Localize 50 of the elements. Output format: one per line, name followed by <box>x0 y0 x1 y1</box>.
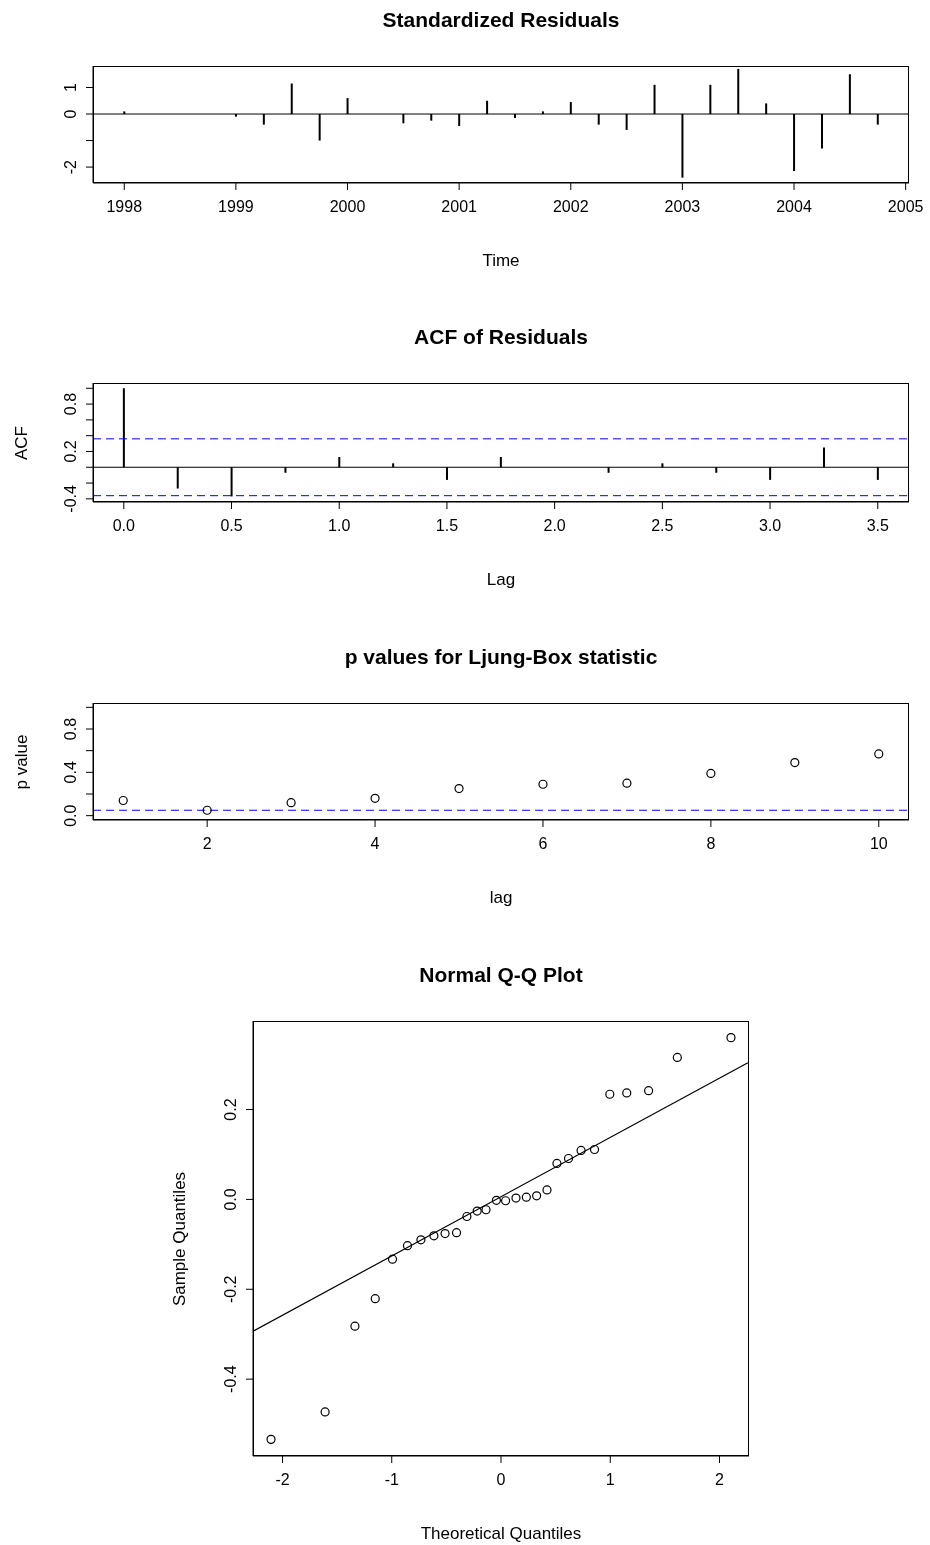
x-tick-label: 1.5 <box>435 517 459 534</box>
x-tick-label: 1 <box>605 1471 615 1488</box>
x-tick-label: 1998 <box>106 198 143 215</box>
y-tick-label: 0.0 <box>222 1188 239 1211</box>
x-tick-label: 0.0 <box>112 517 136 534</box>
x-tick-label: -2 <box>275 1471 290 1488</box>
x-tick-label: 10 <box>869 835 888 852</box>
x-tick-label: 1.0 <box>328 517 351 534</box>
x-tick-label: 2005 <box>887 198 924 215</box>
y-tick-label: -0.4 <box>62 484 79 513</box>
x-axis-title: Lag <box>486 570 516 590</box>
x-axis-title: Theoretical Quantiles <box>420 1524 582 1544</box>
x-tick-label: 4 <box>370 835 380 852</box>
y-tick-label: -0.2 <box>222 1275 239 1304</box>
x-tick-label: 1999 <box>218 198 254 215</box>
x-tick-label: 2003 <box>664 198 701 215</box>
y-axis-title: p value <box>12 734 32 789</box>
x-axis-title: lag <box>489 888 513 908</box>
y-tick-label: -2 <box>62 159 79 175</box>
x-tick-label: 2 <box>202 835 212 852</box>
x-tick-label: 2000 <box>329 198 366 215</box>
x-tick-label: 2001 <box>441 198 478 215</box>
x-tick-label: 2.0 <box>543 517 566 534</box>
y-axis-title: ACF <box>12 425 32 460</box>
x-tick-label: 3.0 <box>758 517 782 534</box>
x-tick-label: 2.5 <box>651 517 674 534</box>
y-tick-label: -0.4 <box>222 1365 239 1393</box>
x-tick-label: 8 <box>706 835 716 852</box>
chart-title: ACF of Residuals <box>414 325 588 349</box>
y-tick-label: 0 <box>62 109 79 119</box>
chart-title: Normal Q-Q Plot <box>419 963 583 987</box>
x-axis-title: Time <box>482 251 520 271</box>
x-tick-label: 2 <box>715 1471 725 1488</box>
x-tick-label: -1 <box>384 1471 399 1488</box>
x-tick-label: 6 <box>538 835 548 852</box>
chart-title: p values for Ljung-Box statistic <box>344 645 658 669</box>
y-tick-label: 0.2 <box>62 440 79 463</box>
y-axis-title: Sample Quantiles <box>170 1171 190 1306</box>
x-tick-label: 0.5 <box>220 517 243 534</box>
y-tick-label: 0.0 <box>62 804 79 827</box>
x-tick-label: 2002 <box>552 198 589 215</box>
y-tick-label: 0.8 <box>62 392 79 416</box>
chart-title: Standardized Residuals <box>382 8 620 32</box>
x-tick-label: 0 <box>496 1471 506 1488</box>
y-tick-label: 0.2 <box>222 1098 239 1121</box>
y-tick-label: 0.8 <box>62 717 79 741</box>
x-tick-label: 3.5 <box>866 517 889 534</box>
x-tick-label: 2004 <box>776 198 812 215</box>
y-tick-label: 1 <box>62 82 79 92</box>
y-tick-label: 0.4 <box>62 761 79 784</box>
